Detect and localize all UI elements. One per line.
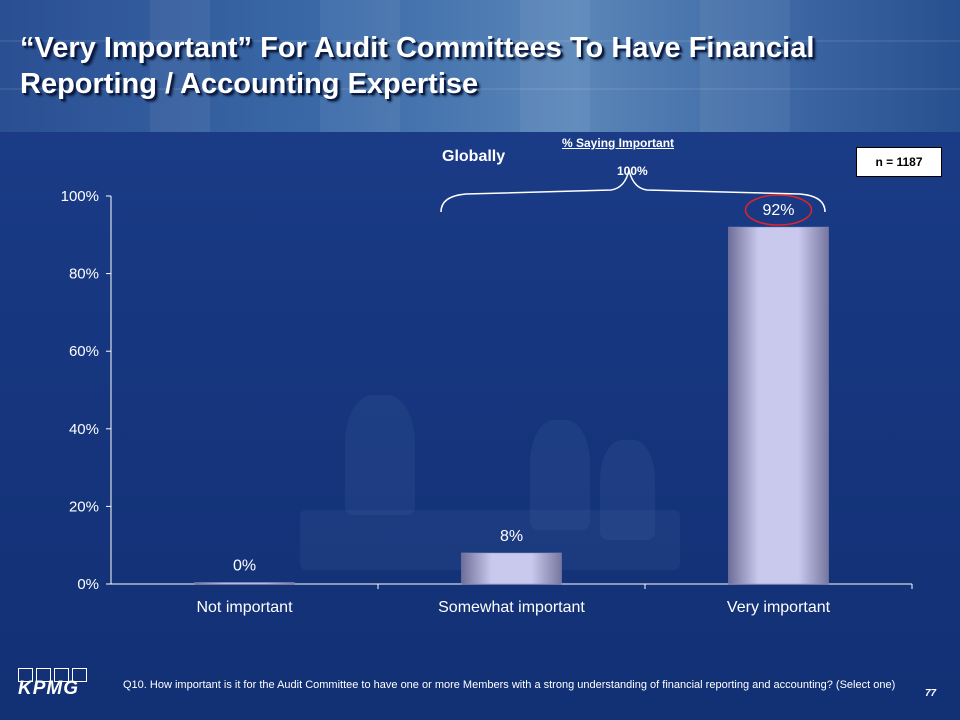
data-label: 8% — [500, 528, 523, 545]
title-line-1: “Very Important” For Audit Committees To… — [20, 32, 815, 64]
bar — [461, 552, 562, 585]
page-title: “Very Important” For Audit Committees To… — [20, 30, 920, 102]
bar — [728, 226, 829, 585]
background-figure — [530, 420, 590, 530]
y-tick-label: 100% — [61, 188, 99, 205]
data-label: 92% — [762, 202, 794, 219]
globally-label: Globally — [442, 148, 506, 165]
bar — [194, 582, 295, 585]
summary-brace — [440, 169, 826, 213]
highlight-circle — [744, 194, 813, 226]
chart-bars: 0% 8% 92% — [194, 194, 829, 585]
survey-question: Q10. How important is it for the Audit C… — [123, 679, 896, 691]
y-tick-label: 40% — [69, 421, 99, 438]
summary-value: 100% — [617, 164, 648, 178]
logo-text: KPMG — [18, 678, 79, 699]
background-figure — [600, 440, 655, 540]
y-tick-label: 60% — [69, 343, 99, 360]
y-tick-label: 0% — [77, 576, 99, 593]
x-tick-label: Very important — [727, 599, 831, 616]
kpmg-logo: KPMG — [18, 668, 98, 708]
y-tick-label: 20% — [69, 498, 99, 515]
data-label: 0% — [233, 558, 256, 575]
background-figure — [345, 395, 415, 515]
page-number: 77 — [925, 688, 937, 699]
sample-size-box: n = 1187 — [856, 147, 942, 177]
header-background — [0, 0, 960, 132]
y-tick-label: 80% — [69, 266, 99, 283]
x-tick-label: Somewhat important — [438, 599, 585, 616]
summary-title: % Saying Important — [562, 136, 675, 150]
x-tick-label: Not important — [196, 599, 293, 616]
title-line-2: Reporting / Accounting Expertise — [20, 68, 479, 100]
